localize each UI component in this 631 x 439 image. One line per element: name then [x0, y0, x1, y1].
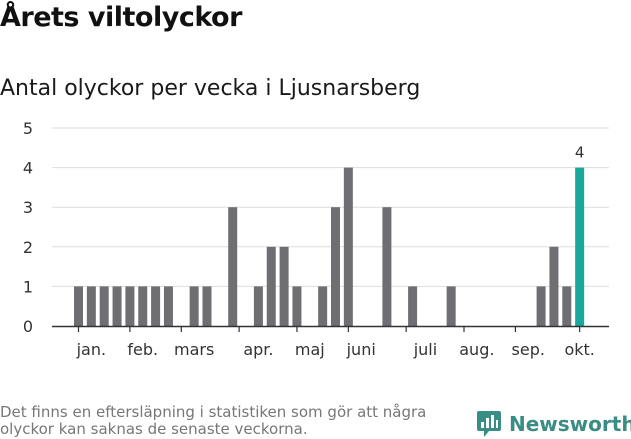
- bar: [99, 286, 109, 326]
- x-tick-label: jan.: [76, 340, 106, 359]
- chart-title: Årets viltolyckor: [0, 2, 242, 33]
- brand-name: Newsworthy: [509, 412, 631, 436]
- x-tick-label: mars: [174, 340, 214, 359]
- newsworthy-logo-icon: [477, 411, 501, 437]
- x-tick-label: juli: [413, 340, 437, 359]
- x-tick-label: sep.: [512, 340, 545, 359]
- bar: [189, 286, 199, 326]
- y-tick-label: 0: [23, 317, 33, 336]
- chart-subtitle: Antal olyckor per vecka i Ljusnarsberg: [0, 76, 421, 101]
- data-label: 4: [575, 144, 585, 162]
- bar: [74, 286, 83, 326]
- x-tick-label: okt.: [564, 340, 594, 359]
- bar: [228, 207, 238, 326]
- y-tick-label: 4: [23, 159, 33, 178]
- bar: [331, 207, 340, 326]
- bar: [112, 286, 122, 326]
- bar: [279, 246, 289, 326]
- bar: [382, 207, 392, 326]
- bar: [253, 286, 263, 326]
- y-tick-label: 3: [23, 198, 33, 217]
- bar: [343, 167, 353, 326]
- bar: [318, 286, 328, 326]
- x-tick-label: aug.: [459, 340, 494, 359]
- x-tick-label: juni: [346, 340, 376, 359]
- bar: [138, 286, 148, 326]
- x-tick-label: apr.: [243, 340, 273, 359]
- bar: [125, 286, 135, 326]
- bar: [151, 286, 161, 326]
- y-tick-label: 5: [23, 119, 33, 138]
- bar: [536, 286, 546, 326]
- bar: [446, 286, 456, 326]
- bar: [266, 246, 276, 326]
- y-tick-label: 1: [23, 277, 33, 296]
- bar: [408, 286, 418, 326]
- bar: [292, 286, 302, 326]
- brand-logo: Newsworthy: [476, 409, 631, 439]
- x-tick-label: feb.: [127, 340, 158, 359]
- bar: [562, 286, 572, 326]
- x-tick-label: maj: [295, 340, 325, 359]
- bar: [202, 286, 212, 326]
- footnote: Det finns en eftersläpning i statistiken…: [0, 403, 427, 438]
- bar-chart: 0 1 2 3 4 5 4 jan. feb. mars apr. maj juni juli aug. se…: [23, 119, 609, 359]
- bar: [163, 286, 173, 326]
- y-tick-label: 2: [23, 238, 33, 257]
- bar: [575, 167, 585, 326]
- bar: [86, 286, 96, 326]
- bar: [549, 246, 559, 326]
